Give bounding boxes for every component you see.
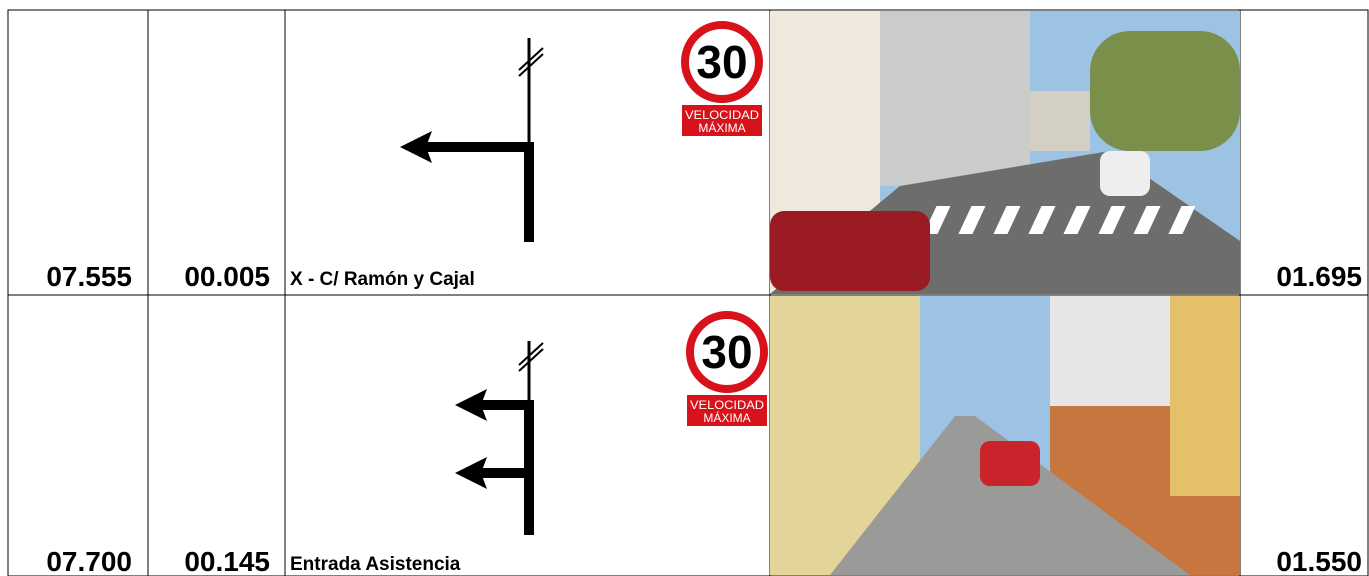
arrow-head — [455, 457, 487, 489]
car — [1100, 151, 1150, 196]
arrow-head — [400, 131, 432, 163]
branch-road — [475, 400, 534, 410]
km-value: 07.700 — [46, 546, 132, 576]
crosswalk — [1168, 206, 1196, 234]
main-road-thick — [524, 150, 534, 242]
junction-diagram — [400, 38, 544, 242]
arrow-head — [455, 389, 487, 421]
speed-sign — [681, 21, 763, 103]
sign-line2: MÁXIMA — [703, 410, 750, 425]
speed-sign — [686, 311, 768, 393]
crosswalk — [1063, 206, 1091, 234]
distance-value: 01.695 — [1276, 261, 1362, 292]
building — [1030, 91, 1090, 151]
car — [980, 441, 1040, 486]
trees — [1090, 31, 1240, 151]
cut-mark — [518, 348, 544, 372]
speed-limit: 30 — [696, 36, 747, 88]
main-road-thick — [524, 400, 534, 535]
crosswalk — [1028, 206, 1056, 234]
crosswalk — [1098, 206, 1126, 234]
building — [1050, 296, 1170, 406]
junction-diagram — [455, 341, 544, 535]
description: X - C/ Ramón y Cajal — [290, 269, 475, 290]
distance-value: 01.550 — [1276, 546, 1362, 576]
street-photo — [770, 296, 1240, 575]
speed-limit: 30 — [701, 326, 752, 378]
km-value: 07.555 — [46, 261, 132, 292]
sign-line1: VELOCIDAD — [685, 108, 759, 122]
branch-road — [475, 468, 534, 478]
crosswalk — [1133, 206, 1161, 234]
cut-mark — [518, 53, 544, 77]
crosswalk — [993, 206, 1021, 234]
car — [770, 211, 930, 291]
crosswalk — [923, 206, 951, 234]
branch-road — [420, 142, 534, 152]
sign-plate — [687, 395, 767, 426]
building — [1170, 296, 1240, 496]
row-border — [7, 294, 1369, 576]
road — [830, 416, 1190, 575]
sign-line1: VELOCIDAD — [690, 398, 764, 412]
crosswalk — [958, 206, 986, 234]
partial-value: 00.005 — [184, 261, 270, 292]
cut-mark — [518, 47, 544, 71]
partial-value: 00.145 — [184, 546, 270, 576]
cut-mark — [518, 342, 544, 366]
sign-line2: MÁXIMA — [698, 120, 745, 135]
building — [880, 11, 1030, 186]
street-photo — [770, 11, 1240, 294]
description: Entrada Asistencia — [290, 554, 461, 575]
sign-plate — [682, 105, 762, 136]
